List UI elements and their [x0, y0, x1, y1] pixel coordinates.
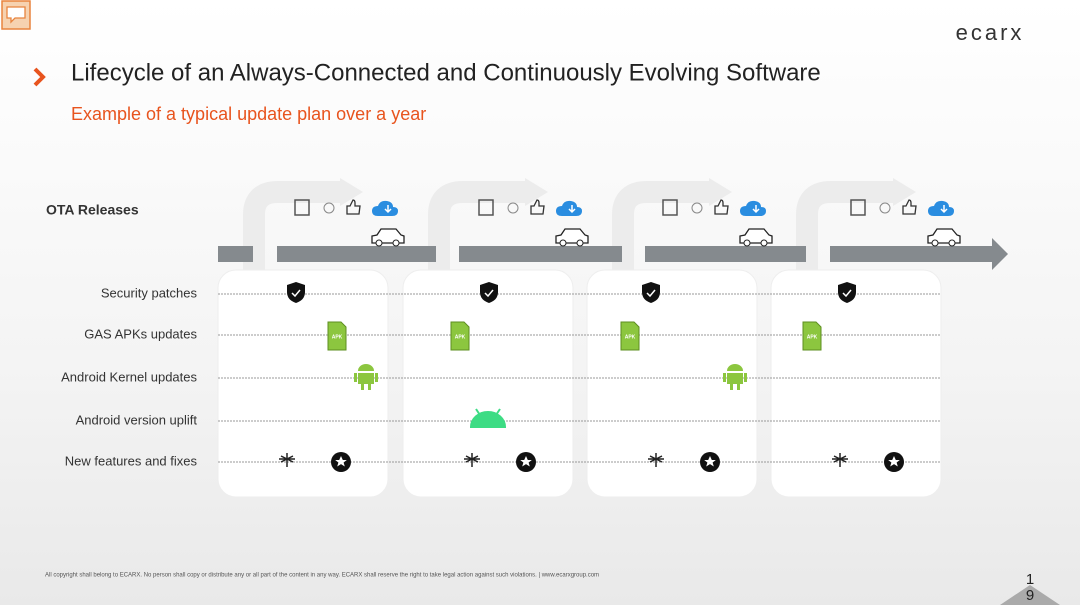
thumb-icon	[902, 199, 917, 215]
download-glyph	[940, 205, 948, 214]
bot-icon	[879, 202, 891, 214]
check	[842, 289, 852, 298]
star	[520, 456, 532, 467]
thumb-icon	[346, 199, 361, 215]
download-glyph	[384, 205, 392, 214]
shield-icon	[838, 282, 856, 303]
report-icon	[294, 199, 310, 216]
loop-arrow-head	[525, 178, 548, 206]
loop-arrow	[796, 181, 896, 270]
wheel	[948, 239, 956, 247]
row-label: New features and fixes	[65, 453, 198, 468]
title: Lifecycle of an Always-Connected and Con…	[71, 59, 821, 86]
cloud-icon	[556, 200, 582, 216]
wheel	[760, 239, 768, 247]
check	[291, 289, 301, 298]
bug-icon	[464, 453, 480, 467]
cloud-icon	[740, 200, 766, 216]
release-panel	[402, 269, 574, 498]
star	[704, 456, 716, 467]
bug-icon	[279, 453, 295, 467]
apk-label: APK	[332, 334, 343, 340]
loop-arrow	[243, 181, 343, 270]
android-icon	[723, 364, 747, 390]
apk-icon	[620, 321, 640, 351]
loop-arrow	[428, 181, 528, 270]
check	[646, 289, 656, 298]
apk-icon	[450, 321, 470, 351]
row-label: Security patches	[101, 285, 198, 300]
loop-arrow-head	[340, 178, 363, 206]
loop-arrow-head	[893, 178, 916, 206]
timeline-bar	[459, 246, 622, 262]
comment-glyph	[6, 6, 26, 24]
download-glyph	[568, 205, 576, 214]
wheel	[392, 239, 400, 247]
row-label: Android version uplift	[76, 412, 198, 427]
timeline-bar	[645, 246, 806, 262]
loop-arrow-head	[709, 178, 732, 206]
thumb-icon	[530, 199, 545, 215]
report-icon	[478, 199, 494, 216]
bot-icon	[691, 202, 703, 214]
cloud-icon	[928, 200, 954, 216]
timeline-bar	[277, 246, 436, 262]
subtitle: Example of a typical update plan over a …	[71, 104, 426, 124]
bug-icon	[832, 453, 848, 467]
logo: ecarx	[956, 20, 1025, 45]
apk-label: APK	[625, 334, 636, 340]
apk-icon	[802, 321, 822, 351]
wheel	[931, 239, 939, 247]
wheel	[559, 239, 567, 247]
page-corner	[1000, 585, 1060, 605]
android-icon	[354, 364, 378, 390]
wheel	[375, 239, 383, 247]
wheel	[576, 239, 584, 247]
bot-icon	[323, 202, 335, 214]
release-panel	[770, 269, 942, 498]
timeline-arrowhead	[992, 238, 1008, 270]
shield-icon	[287, 282, 305, 303]
timeline-bar	[218, 246, 253, 262]
timeline-bar	[830, 246, 993, 262]
thumb-icon	[714, 199, 729, 215]
row-label: GAS APKs updates	[84, 326, 197, 341]
shield-icon	[642, 282, 660, 303]
download-glyph	[752, 205, 760, 214]
report-icon	[850, 199, 866, 216]
apk-label: APK	[807, 334, 818, 340]
apk-label: APK	[455, 334, 466, 340]
bug-icon	[648, 453, 664, 467]
shield-icon	[480, 282, 498, 303]
android-head-icon	[469, 408, 507, 428]
row-label: Android Kernel updates	[61, 369, 197, 384]
star	[335, 456, 347, 467]
title-chevron	[33, 67, 46, 87]
apk-icon	[327, 321, 347, 351]
star	[888, 456, 900, 467]
bot-icon	[507, 202, 519, 214]
comment-icon[interactable]	[1, 0, 31, 30]
footer: All copyright shall belong to ECARX. No …	[45, 573, 599, 579]
wheel	[743, 239, 751, 247]
loop-arrow	[612, 181, 712, 270]
ota-label: OTA Releases	[46, 202, 139, 218]
report-icon	[662, 199, 678, 216]
cloud-icon	[372, 200, 398, 216]
check	[484, 289, 494, 298]
